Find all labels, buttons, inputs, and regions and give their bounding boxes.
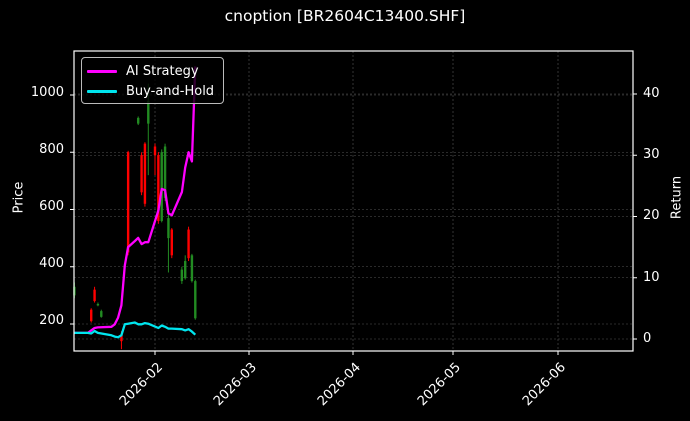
- legend-item-ai-strategy: AI Strategy: [87, 62, 199, 80]
- y-tick-right: 0: [643, 331, 652, 346]
- y-tick-right: 30: [643, 147, 660, 162]
- axis-ticks: [70, 93, 637, 355]
- legend-item-buy-and-hold: Buy-and-Hold: [87, 82, 214, 100]
- y-tick-left: 600: [39, 199, 64, 214]
- legend: AI Strategy Buy-and-Hold: [81, 57, 224, 104]
- y-tick-right: 10: [643, 270, 660, 285]
- legend-label: AI Strategy: [126, 63, 199, 79]
- y-tick-left: 200: [39, 313, 64, 328]
- y-tick-right: 40: [643, 86, 660, 101]
- y-tick-left: 800: [39, 142, 64, 157]
- y-tick-left: 400: [39, 256, 64, 271]
- chart-title: cnoption [BR2604C13400.SHF]: [224, 7, 466, 25]
- y-tick-left: 1000: [30, 85, 64, 100]
- y-axis-label-left: Price: [11, 181, 27, 214]
- ai-strategy-swatch-icon: [87, 69, 117, 73]
- buy-and-hold-swatch-icon: [87, 89, 117, 93]
- y-axis-label-right: Return: [669, 175, 685, 220]
- y-tick-right: 20: [643, 208, 660, 223]
- strategy-lines: [74, 66, 197, 339]
- legend-label: Buy-and-Hold: [126, 83, 215, 99]
